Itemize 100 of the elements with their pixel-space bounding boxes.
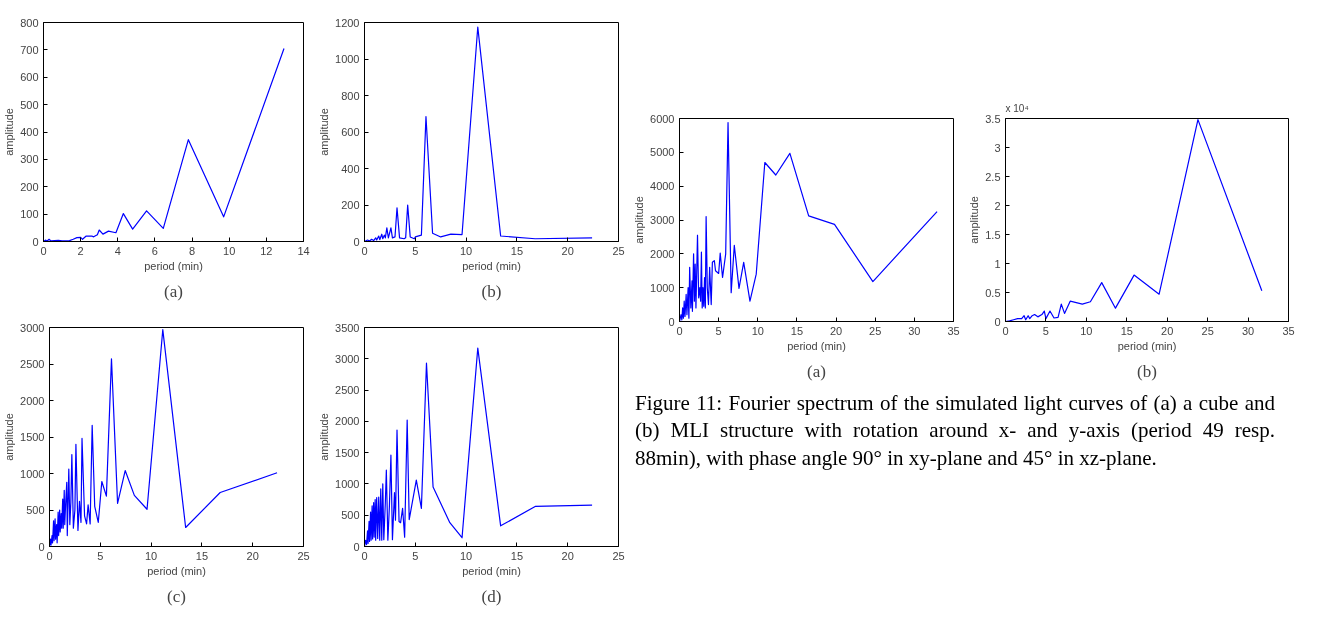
x-axis-title: period (min) <box>787 339 846 352</box>
y-tick-label: 3.5 <box>985 112 1001 125</box>
x-tick-label: 0 <box>1002 324 1009 337</box>
x-tick-label: 35 <box>947 324 960 337</box>
y-tick-label: 2 <box>994 199 1001 212</box>
x-tick-label: 5 <box>97 549 104 562</box>
y-tick-label: 200 <box>341 199 360 211</box>
y-tick-label: 800 <box>341 89 360 102</box>
y-tick-label: 1500 <box>20 431 45 443</box>
x-tick-label: 20 <box>561 244 574 257</box>
x-axis-title: period (min) <box>462 259 521 272</box>
y-tick-label: 0 <box>668 315 675 328</box>
text: (a) <box>164 281 183 301</box>
x-tick-label: 20 <box>829 324 843 337</box>
y-tick-label: 6000 <box>650 112 675 125</box>
x-tick-label: 5 <box>412 244 419 257</box>
y-axis-title: amplitude <box>633 196 646 244</box>
line-series <box>364 26 593 242</box>
y-tick-label: 800 <box>20 16 39 29</box>
x-tick-label: 5 <box>412 549 419 562</box>
x-tick-label: 25 <box>612 549 625 562</box>
y-tick-label: 3500 <box>335 321 360 334</box>
y-tick-label: 400 <box>341 162 360 175</box>
x-tick-label: 30 <box>1241 324 1255 337</box>
y-axis-title: amplitude <box>968 196 981 244</box>
y-tick-label: 200 <box>20 180 39 193</box>
x-tick-label: 14 <box>297 244 310 257</box>
x-tick-label: 25 <box>1201 324 1214 337</box>
y-tick-label: 3 <box>994 141 1001 154</box>
y-tick-label: 1.5 <box>985 228 1001 241</box>
y-tick-label: 1500 <box>335 446 360 459</box>
x-tick-label: 15 <box>510 549 524 562</box>
x-tick-label: 5 <box>715 324 722 337</box>
x-tick-label: 10 <box>459 244 473 257</box>
line-series <box>43 47 285 242</box>
y-tick-label: 700 <box>20 43 39 56</box>
y-tick-label: 600 <box>341 126 360 138</box>
line-series <box>364 347 593 547</box>
y-axis-title: amplitude <box>318 108 331 156</box>
y-tick-label: 0 <box>32 235 39 248</box>
y-tick-label: 0 <box>38 540 45 553</box>
y-tick-label: 1000 <box>335 477 360 490</box>
y-tick-label: 2000 <box>650 247 675 260</box>
x-tick-label: 15 <box>195 549 209 562</box>
text: (c) <box>167 586 186 606</box>
x-axis-title: period (min) <box>147 564 206 577</box>
x-tick-label: 10 <box>459 549 473 562</box>
y-tick-label: 500 <box>20 98 39 111</box>
caption: Figure 11: Fourier spectrum of the simulated light curves of (a) a cube and (b) MLI structure with rotation around x- and y-axis (period 49 resp. 88min), with phase angle 90° in xy-plane and 45° in xz-plane. <box>635 390 1275 472</box>
text: (a) <box>807 361 826 381</box>
x-tick-label: 10 <box>1080 324 1093 337</box>
y-tick-label: 1000 <box>335 53 360 65</box>
y-axis-title: amplitude <box>3 413 16 461</box>
y-tick-label: 0.5 <box>985 286 1001 299</box>
y-tick-label: 3000 <box>20 321 45 334</box>
y-tick-label: 2000 <box>335 415 360 428</box>
y-tick-label: 1000 <box>20 467 45 480</box>
text: (b) <box>481 281 502 301</box>
x-tick-label: 25 <box>297 549 310 562</box>
y-tick-label: 2000 <box>20 394 45 407</box>
y-tick-label: 1 <box>994 257 1001 270</box>
y-axis-title: amplitude <box>3 108 16 156</box>
y-tick-label: 3000 <box>650 214 675 226</box>
x-tick-label: 10 <box>223 244 236 257</box>
x-tick-label: 20 <box>561 549 574 562</box>
x-tick-label: 0 <box>676 324 683 337</box>
y-tick-label: 5000 <box>650 146 675 159</box>
x-tick-label: 0 <box>361 244 368 257</box>
y-tick-label: 2500 <box>335 384 360 397</box>
x-tick-label: 35 <box>1282 324 1295 337</box>
x-tick-label: 12 <box>260 244 273 257</box>
y-tick-label: 500 <box>341 509 360 522</box>
y-tick-label: 0 <box>353 540 360 553</box>
y-tick-label: 600 <box>20 71 39 84</box>
x-tick-label: 15 <box>1120 324 1133 337</box>
y-tick-label: 2500 <box>20 358 45 370</box>
y-tick-label: 400 <box>20 126 39 138</box>
y-tick-label: 100 <box>20 208 39 221</box>
x-tick-label: 10 <box>144 549 158 562</box>
y-tick-label: 0 <box>353 235 360 248</box>
text: (d) <box>481 586 502 606</box>
x-tick-label: 2 <box>77 244 84 257</box>
x-tick-label: 5 <box>1042 324 1049 337</box>
x-tick-label: 8 <box>189 244 196 257</box>
x-tick-label: 20 <box>246 549 259 562</box>
text: x 10⁴ <box>1005 102 1029 114</box>
y-tick-label: 1200 <box>335 16 360 29</box>
x-tick-label: 25 <box>612 244 625 257</box>
x-tick-label: 0 <box>46 549 53 562</box>
x-tick-label: 10 <box>751 324 764 337</box>
x-axis-title: period (min) <box>144 259 203 272</box>
x-tick-label: 15 <box>790 324 804 337</box>
x-tick-label: 20 <box>1161 324 1174 337</box>
y-tick-label: 2.5 <box>985 170 1001 183</box>
y-axis-title: amplitude <box>318 413 331 461</box>
y-tick-label: 1000 <box>650 281 675 294</box>
x-axis-title: period (min) <box>462 564 521 577</box>
x-tick-label: 4 <box>114 244 121 257</box>
x-tick-label: 30 <box>908 324 921 337</box>
x-tick-label: 25 <box>869 324 882 337</box>
